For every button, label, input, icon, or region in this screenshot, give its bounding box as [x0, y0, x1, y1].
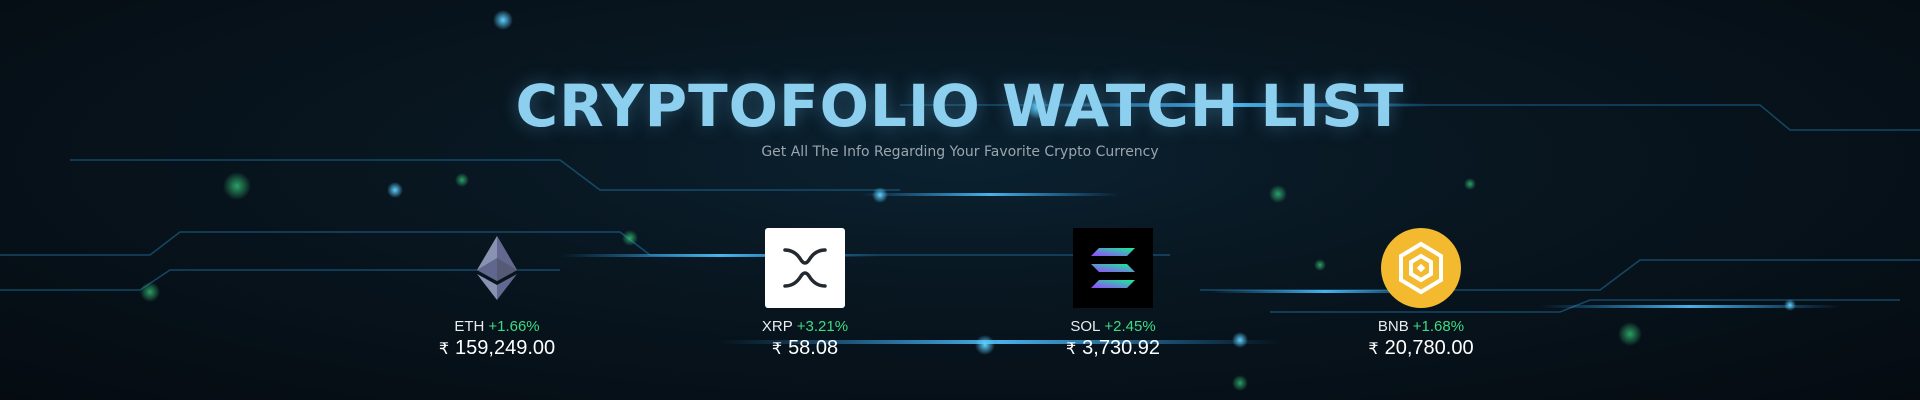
currency-symbol: ₹: [1065, 341, 1077, 358]
currency-symbol: ₹: [1368, 341, 1379, 358]
coin-symbol: ETH: [454, 318, 485, 335]
coin-price-line: ₹3,730.92: [1013, 337, 1213, 360]
currency-symbol: ₹: [438, 341, 450, 358]
coin-price: 3,730.92: [1082, 337, 1161, 359]
coin-symbol-line: BNB +1.68%: [1321, 318, 1521, 335]
coin-card-sol[interactable]: SOL +2.45% ₹3,730.92: [1013, 228, 1213, 360]
coin-symbol-line: ETH +1.66%: [397, 318, 597, 335]
xrp-icon: [765, 228, 845, 308]
currency-symbol: ₹: [771, 341, 783, 358]
coin-change: +3.21%: [796, 318, 849, 335]
coin-card-bnb[interactable]: BNB +1.68% ₹20,780.00: [1321, 228, 1521, 360]
coin-price: 20,780.00: [1384, 337, 1474, 359]
coin-price-line: ₹159,249.00: [397, 337, 597, 360]
coin-change: +1.68%: [1412, 318, 1465, 335]
coin-price: 159,249.00: [455, 337, 556, 359]
coin-change: +2.45%: [1104, 318, 1156, 335]
coin-price-line: ₹58.08: [705, 337, 905, 360]
solana-icon: [1073, 228, 1153, 308]
coin-card-eth[interactable]: ETH +1.66% ₹159,249.00: [397, 228, 597, 360]
page-subtitle: Get All The Info Regarding Your Favorite…: [761, 144, 1159, 160]
coin-price-line: ₹20,780.00: [1321, 337, 1521, 360]
coin-card-xrp[interactable]: XRP +3.21% ₹58.08: [705, 228, 905, 360]
coin-change: +1.66%: [488, 318, 540, 335]
coin-symbol: XRP: [761, 318, 793, 335]
ethereum-icon: [477, 236, 517, 300]
coin-symbol: SOL: [1070, 318, 1101, 335]
coin-symbol-line: XRP +3.21%: [705, 318, 905, 335]
coin-price: 58.08: [788, 337, 839, 359]
coin-symbol-line: SOL +2.45%: [1013, 318, 1213, 335]
bnb-icon: [1381, 228, 1461, 308]
page-title: CRYPTOFOLIO WATCH LIST: [515, 72, 1405, 140]
coin-symbol: BNB: [1377, 318, 1409, 335]
